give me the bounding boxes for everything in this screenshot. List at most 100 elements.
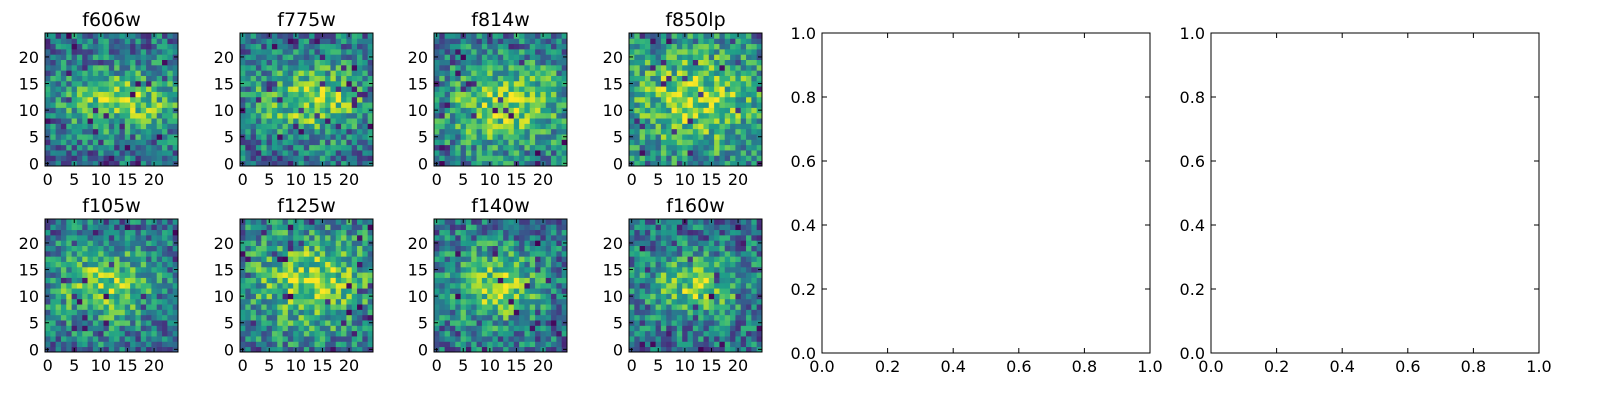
- heatmap-cell: [524, 245, 531, 252]
- heatmap-cell: [162, 341, 168, 348]
- heatmap-cell: [639, 139, 646, 146]
- heatmap-cell: [639, 70, 646, 76]
- heatmap-cell: [535, 150, 541, 156]
- heatmap-cell: [471, 293, 477, 300]
- heatmap-cell: [114, 341, 120, 348]
- heatmap-cell: [746, 160, 752, 167]
- heatmap-cell: [460, 139, 467, 146]
- heatmap-cell: [167, 272, 174, 278]
- heatmap-cell: [724, 144, 731, 151]
- heatmap-cell: [362, 245, 369, 252]
- heatmap-cell: [325, 277, 331, 284]
- heatmap-cell: [481, 277, 488, 284]
- heatmap-cell: [449, 256, 456, 262]
- heatmap-cell: [293, 229, 299, 236]
- heatmap-cell: [644, 80, 651, 87]
- axes-frame: [433, 218, 568, 353]
- heatmap-cell: [135, 346, 142, 353]
- heatmap-cell: [357, 54, 363, 60]
- heatmap-cell: [524, 144, 531, 151]
- heatmap-cell: [561, 234, 568, 241]
- heatmap-cell: [130, 229, 136, 236]
- heatmap-cell: [330, 325, 337, 332]
- heatmap-cell: [714, 54, 720, 60]
- heatmap-cell: [330, 155, 337, 162]
- heatmap-cell: [730, 341, 736, 348]
- heatmap-cell: [71, 134, 78, 140]
- heatmap-cell: [476, 256, 483, 262]
- heatmap-cell: [314, 336, 321, 342]
- heatmap-cell: [481, 48, 488, 55]
- heatmap-cell: [465, 80, 472, 87]
- heatmap-cell: [676, 330, 683, 337]
- heatmap-cell: [87, 336, 94, 342]
- heatmap-cell: [655, 70, 662, 76]
- heatmap-cell: [287, 288, 294, 294]
- heatmap-cell: [735, 118, 742, 124]
- heatmap-cell: [714, 64, 720, 71]
- y-tick-label: 10: [19, 287, 39, 306]
- heatmap-cell: [629, 123, 635, 130]
- heatmap-cell: [330, 261, 337, 268]
- heatmap-cell: [471, 59, 477, 66]
- heatmap-cell: [114, 107, 120, 114]
- heatmap-cell: [513, 80, 520, 87]
- heatmap-cell: [698, 144, 704, 151]
- heatmap-cell: [756, 86, 763, 92]
- heatmap-cell: [287, 325, 294, 332]
- heatmap-cell: [465, 325, 472, 332]
- heatmap-cell: [497, 91, 504, 98]
- heatmap-cell: [66, 282, 72, 289]
- heatmap-cell: [303, 336, 310, 342]
- heatmap-cell: [298, 298, 305, 305]
- heatmap-cell: [644, 48, 651, 55]
- heatmap-cell: [245, 250, 252, 257]
- heatmap-cell: [167, 155, 174, 162]
- heatmap-cell: [629, 43, 635, 50]
- heatmap-cell: [476, 80, 483, 87]
- heatmap-cell: [60, 80, 67, 87]
- heatmap-cell: [460, 123, 467, 130]
- heatmap-cell: [487, 341, 493, 348]
- heatmap-cell: [130, 80, 136, 87]
- heatmap-cell: [503, 33, 509, 39]
- heatmap-cell: [55, 75, 62, 82]
- heatmap-cell: [357, 277, 363, 284]
- heatmap-cell: [335, 330, 342, 337]
- heatmap-cell: [634, 266, 641, 273]
- heatmap-cell: [266, 43, 273, 50]
- heatmap-cell: [439, 256, 446, 262]
- heatmap-cell: [692, 314, 699, 321]
- heatmap-cell: [119, 346, 126, 353]
- heatmap-cell: [476, 102, 483, 108]
- heatmap-cell: [319, 336, 326, 342]
- heatmap-cell: [140, 144, 147, 151]
- heatmap-cell: [746, 346, 752, 353]
- heatmap-cell: [76, 144, 83, 151]
- heatmap-cell: [508, 59, 515, 66]
- heatmap-cell: [367, 102, 374, 108]
- heatmap-cell: [513, 123, 520, 130]
- heatmap-cell: [103, 240, 110, 246]
- heatmap-cell: [362, 59, 369, 66]
- heatmap-cell: [130, 123, 136, 130]
- heatmap-cell: [481, 64, 488, 71]
- heatmap-cell: [140, 309, 147, 316]
- heatmap-cell: [650, 128, 656, 135]
- heatmap-cell: [556, 160, 563, 167]
- heatmap-cell: [644, 38, 651, 45]
- heatmap-cell: [140, 64, 147, 71]
- heatmap-cell: [119, 59, 126, 66]
- heatmap-cell: [282, 75, 289, 82]
- heatmap-cell: [50, 70, 57, 76]
- heatmap-cell: [346, 112, 353, 119]
- heatmap-cell: [660, 266, 667, 273]
- heatmap-cell: [287, 86, 294, 92]
- heatmap-cell: [172, 144, 179, 151]
- heatmap-cell: [87, 155, 94, 162]
- heatmap-cell: [730, 91, 736, 98]
- heatmap-cell: [87, 219, 94, 225]
- heatmap-cell: [639, 38, 646, 45]
- heatmap-cell: [730, 330, 736, 337]
- heatmap-cell: [676, 288, 683, 294]
